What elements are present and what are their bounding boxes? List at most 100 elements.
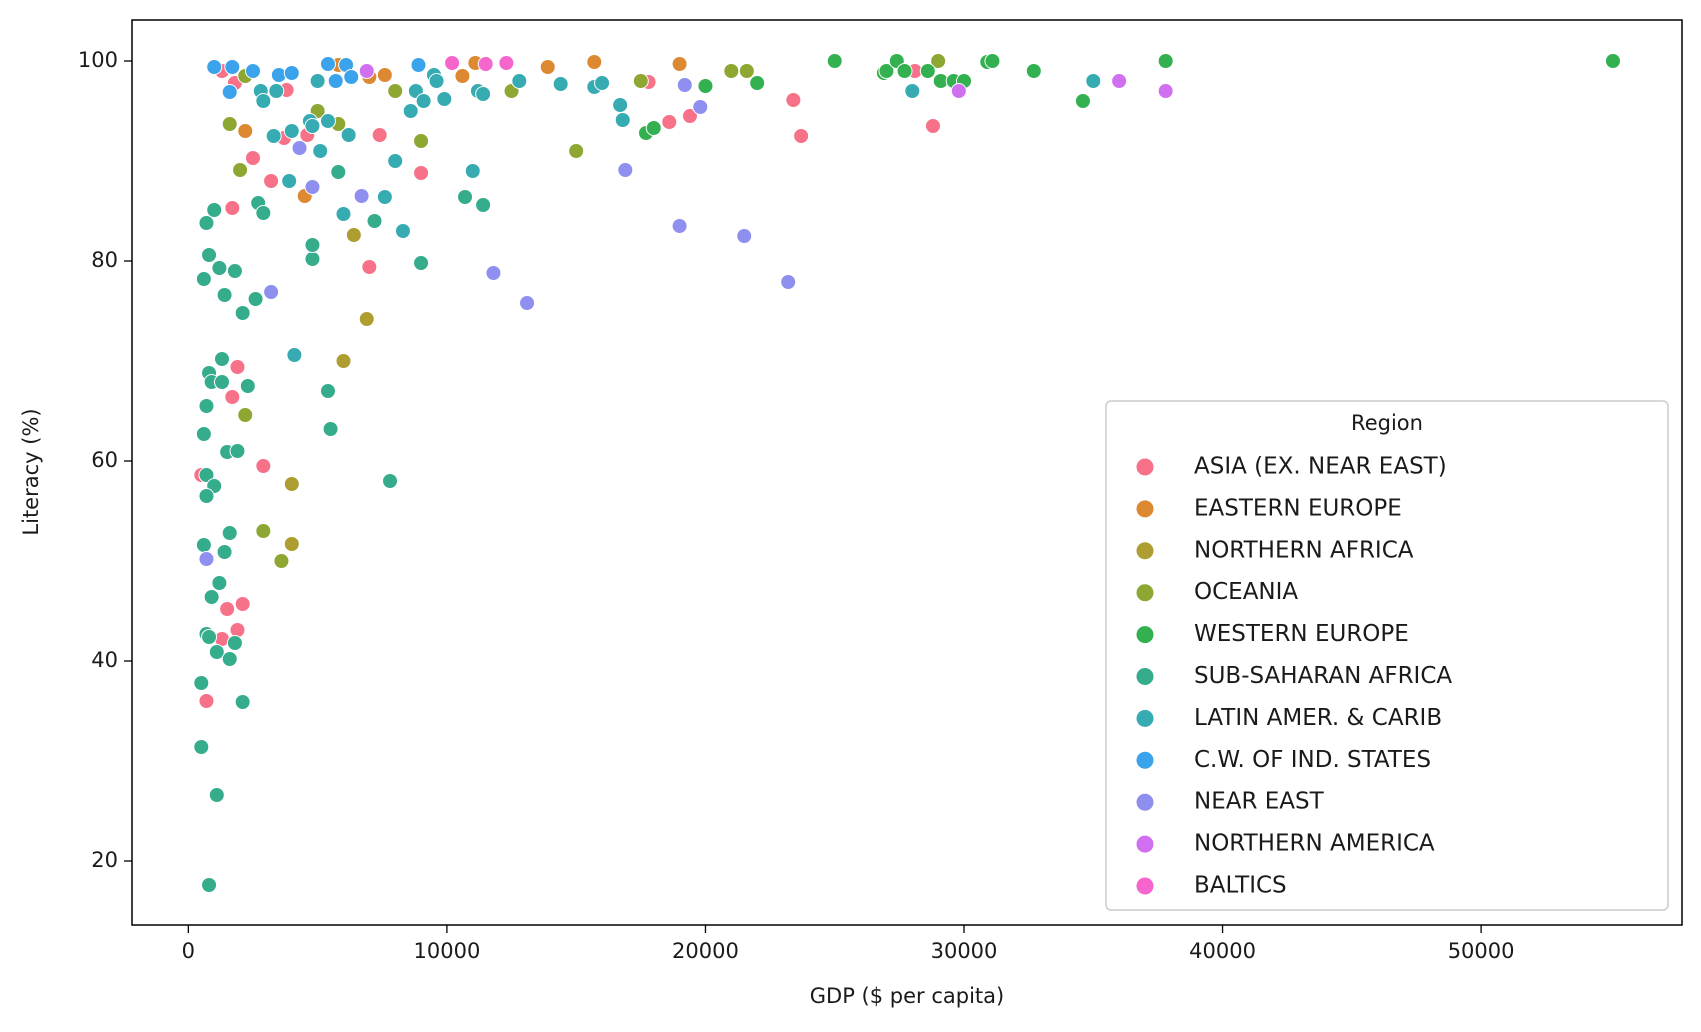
y-tick-label: 100: [78, 48, 118, 72]
point: [498, 55, 515, 71]
point: [319, 56, 336, 72]
y-tick-label: 80: [91, 248, 118, 272]
point: [475, 197, 492, 213]
point: [221, 84, 238, 100]
point: [224, 389, 241, 405]
point: [281, 173, 298, 189]
x-tick-label: 0: [182, 939, 195, 963]
point: [382, 473, 399, 489]
legend: Region ASIA (EX. NEAR EAST) EASTERN EUROP…: [1105, 400, 1669, 911]
point: [671, 56, 688, 72]
point: [283, 536, 300, 552]
point: [340, 127, 357, 143]
point: [345, 227, 362, 243]
point: [247, 291, 264, 307]
point: [671, 218, 688, 234]
point: [239, 378, 256, 394]
point: [211, 575, 228, 591]
legend-label: LATIN AMER. & CARIB: [1194, 705, 1442, 731]
legend-title: Region: [1351, 411, 1423, 435]
point: [221, 525, 238, 541]
point: [304, 237, 321, 253]
point: [283, 65, 300, 81]
point: [612, 97, 629, 113]
point: [237, 407, 254, 423]
point: [950, 83, 967, 99]
legend-label: OCEANIA: [1194, 579, 1298, 605]
point: [586, 54, 603, 70]
point: [919, 63, 936, 79]
point: [198, 693, 215, 709]
point: [371, 127, 388, 143]
legend-label: SUB-SAHARAN AFRICA: [1194, 663, 1452, 689]
point: [221, 651, 238, 667]
point: [826, 53, 843, 69]
legend-label: ASIA (EX. NEAR EAST): [1194, 454, 1447, 480]
point: [309, 73, 326, 89]
legend-label: NORTHERN AMERICA: [1194, 831, 1435, 857]
point: [924, 118, 941, 134]
point: [213, 351, 230, 367]
point: [268, 83, 285, 99]
point: [229, 359, 246, 375]
point: [415, 93, 432, 109]
legend-marker: [1135, 499, 1155, 519]
point: [485, 265, 502, 281]
y-axis-label: Literacy (%): [19, 408, 43, 535]
point: [226, 263, 243, 279]
point: [216, 544, 233, 560]
y-tick-label: 40: [91, 648, 118, 672]
point: [304, 251, 321, 267]
x-tick-label: 50000: [1448, 939, 1515, 963]
point: [255, 458, 272, 474]
legend-marker: [1135, 708, 1155, 728]
point: [402, 103, 419, 119]
point: [335, 353, 352, 369]
point: [436, 91, 453, 107]
point: [330, 164, 347, 180]
legend-label: NEAR EAST: [1194, 789, 1325, 815]
point: [376, 189, 393, 205]
point: [552, 76, 569, 92]
point: [617, 162, 634, 178]
point: [237, 123, 254, 139]
x-tick-label: 40000: [1189, 939, 1256, 963]
point: [195, 271, 212, 287]
point: [780, 274, 797, 290]
plot-frame: [131, 19, 1683, 926]
point: [255, 205, 272, 221]
point: [632, 73, 649, 89]
point: [226, 635, 243, 651]
point: [1085, 73, 1102, 89]
point: [692, 99, 709, 115]
point: [1111, 73, 1128, 89]
point: [594, 75, 611, 91]
point: [198, 551, 215, 567]
point: [394, 223, 411, 239]
point: [229, 622, 246, 638]
point: [475, 86, 492, 102]
point: [304, 179, 321, 195]
point: [511, 73, 528, 89]
point: [232, 162, 249, 178]
x-tick-label: 10000: [414, 939, 481, 963]
legend-marker: [1135, 457, 1155, 477]
point: [201, 877, 218, 893]
point: [208, 787, 225, 803]
point: [444, 55, 461, 71]
point: [785, 92, 802, 108]
point: [319, 113, 336, 129]
point: [291, 140, 308, 156]
legend-marker: [1135, 834, 1155, 854]
point: [723, 63, 740, 79]
point: [1157, 83, 1174, 99]
point: [428, 73, 445, 89]
point: [568, 143, 585, 159]
point: [245, 63, 262, 79]
legend-marker: [1135, 625, 1155, 645]
point: [234, 596, 251, 612]
point: [736, 228, 753, 244]
point: [1157, 53, 1174, 69]
point: [263, 284, 280, 300]
point: [206, 59, 223, 75]
